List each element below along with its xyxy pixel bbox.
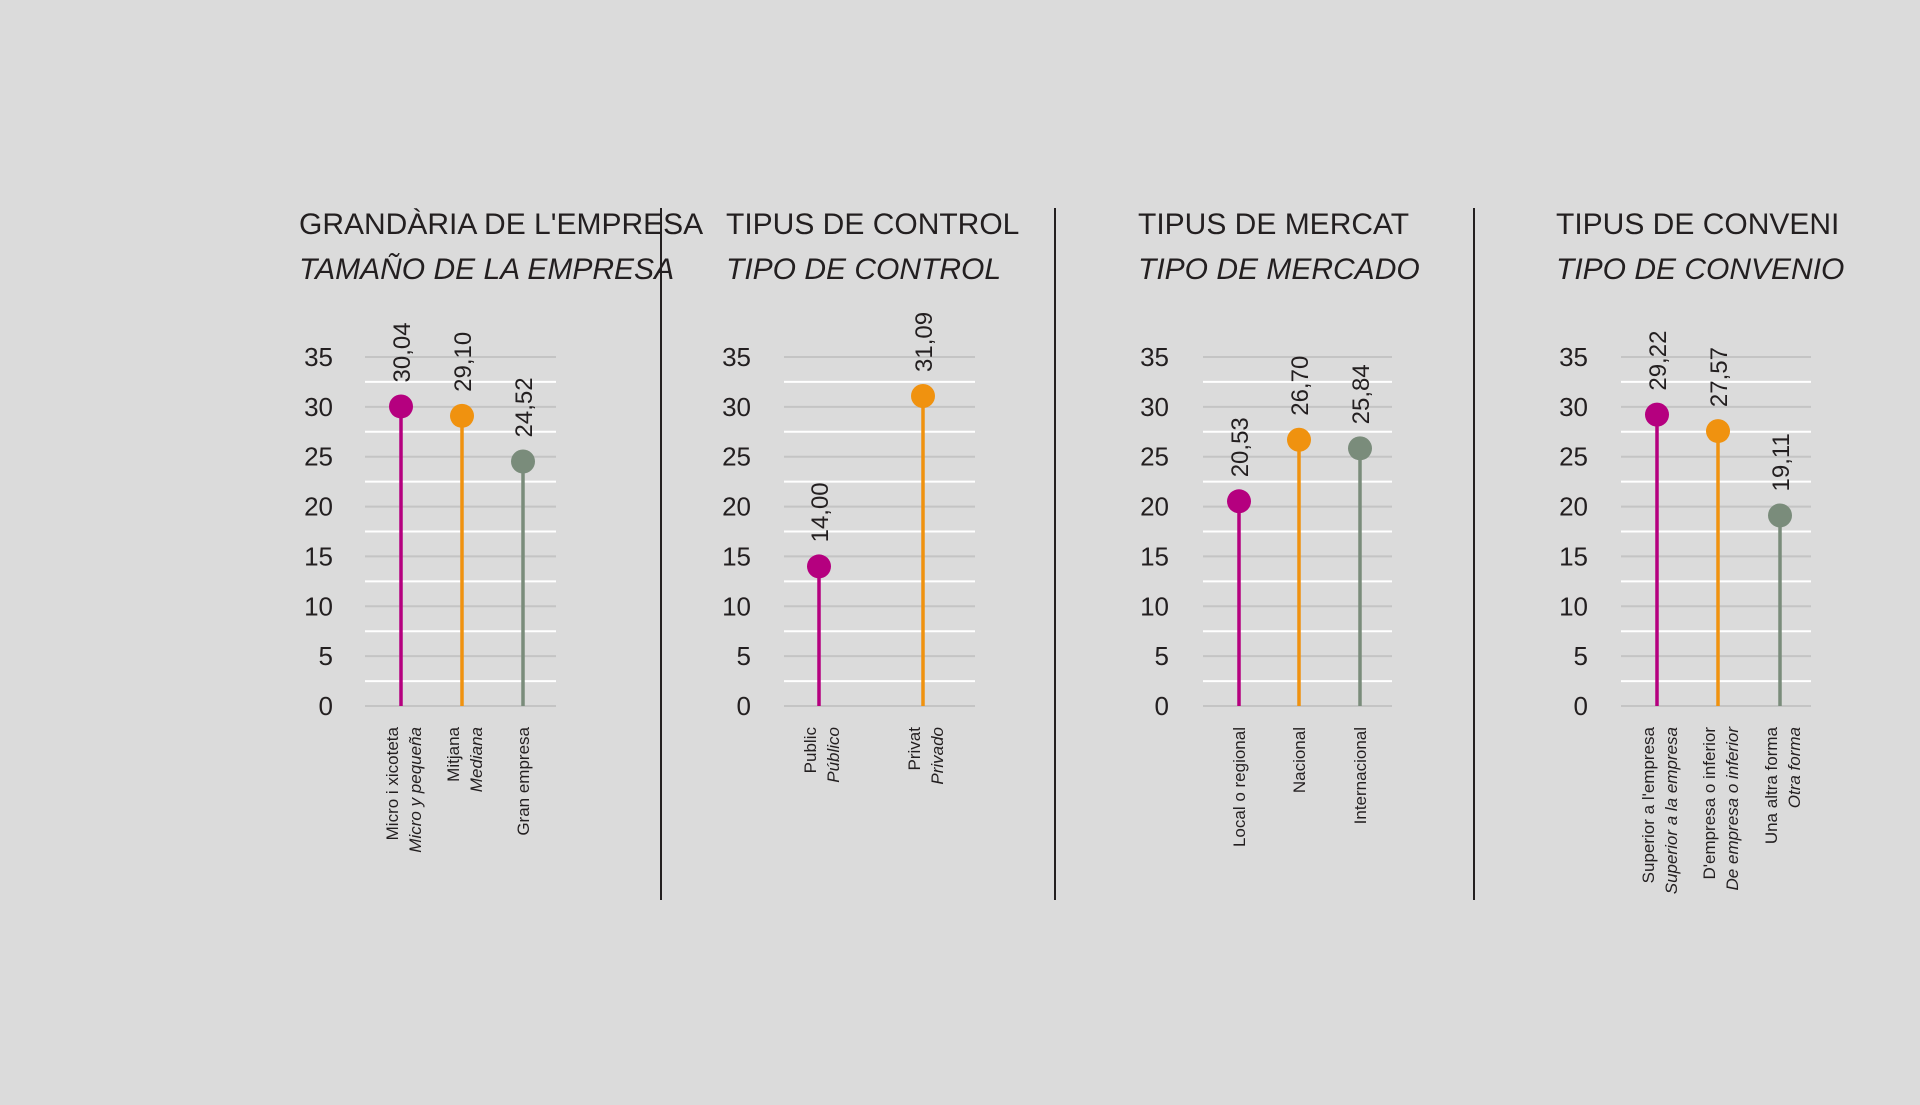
lollipop-dot <box>1227 489 1251 514</box>
category-label-es: Público <box>824 727 843 783</box>
y-tick-label: 25 <box>304 442 333 472</box>
category-label-es: Privado <box>928 727 947 785</box>
y-tick-label: 0 <box>737 691 751 721</box>
value-label: 14,00 <box>807 482 834 542</box>
chart-title: GRANDÀRIA DE L'EMPRESA <box>299 208 703 241</box>
lollipop-dot <box>1348 436 1372 461</box>
value-label: 29,10 <box>450 332 477 392</box>
lollipop-dot <box>389 394 413 419</box>
y-tick-label: 10 <box>304 591 333 621</box>
y-tick-label: 0 <box>1155 691 1169 721</box>
y-tick-label: 35 <box>304 342 333 372</box>
chart-subtitle: TIPO DE MERCADO <box>1138 253 1420 286</box>
value-label: 26,70 <box>1287 356 1314 416</box>
category-label: Una altra forma <box>1762 726 1781 844</box>
chart-subtitle: TAMAÑO DE LA EMPRESA <box>299 252 674 286</box>
category-label-es: Micro y pequeña <box>406 727 425 853</box>
category-label: Internacional <box>1351 727 1370 824</box>
y-tick-label: 20 <box>1559 492 1588 522</box>
y-tick-label: 30 <box>1559 392 1588 422</box>
category-label: Micro i xicoteta <box>383 726 402 840</box>
value-label: 30,04 <box>389 322 416 382</box>
category-label: Public <box>801 727 820 774</box>
y-tick-label: 15 <box>1140 541 1169 571</box>
y-tick-label: 15 <box>1559 541 1588 571</box>
value-label: 25,84 <box>1348 364 1375 424</box>
y-tick-label: 25 <box>1559 442 1588 472</box>
y-tick-label: 35 <box>1140 342 1169 372</box>
chart-title: TIPUS DE MERCAT <box>1138 208 1409 241</box>
category-label: Gran empresa <box>514 726 533 835</box>
lollipop-dot <box>450 403 474 428</box>
lollipop-dot <box>1645 402 1669 427</box>
y-tick-label: 5 <box>1574 641 1588 671</box>
y-tick-label: 20 <box>304 492 333 522</box>
chart-title: TIPUS DE CONTROL <box>726 208 1019 241</box>
category-label: Superior a l'empresa <box>1639 726 1658 883</box>
y-tick-label: 5 <box>319 641 333 671</box>
lollipop-dot <box>911 383 935 408</box>
category-label-es: Mediana <box>467 727 486 792</box>
value-label: 24,52 <box>511 377 538 437</box>
category-label: Nacional <box>1290 727 1309 793</box>
y-tick-label: 5 <box>1155 641 1169 671</box>
y-tick-label: 15 <box>304 541 333 571</box>
category-label-es: Superior a la empresa <box>1662 727 1681 894</box>
value-label: 19,11 <box>1768 433 1795 491</box>
y-tick-label: 10 <box>1140 591 1169 621</box>
y-tick-label: 20 <box>722 492 751 522</box>
y-tick-label: 25 <box>1140 442 1169 472</box>
lollipop-dot <box>1768 503 1792 528</box>
value-label: 27,57 <box>1706 347 1733 407</box>
y-tick-label: 0 <box>1574 691 1588 721</box>
category-label: D'empresa o inferior <box>1700 727 1719 880</box>
y-tick-label: 20 <box>1140 492 1169 522</box>
y-tick-label: 35 <box>1559 342 1588 372</box>
value-label: 20,53 <box>1227 417 1254 477</box>
lollipop-dot <box>1287 427 1311 452</box>
y-tick-label: 30 <box>722 392 751 422</box>
lollipop-dot <box>807 554 831 579</box>
category-label-es: De empresa o inferior <box>1723 726 1742 891</box>
y-tick-label: 30 <box>304 392 333 422</box>
lollipop-dot <box>511 449 535 474</box>
value-label: 31,09 <box>911 312 938 372</box>
y-tick-label: 30 <box>1140 392 1169 422</box>
category-label-es: Otra forma <box>1785 727 1804 808</box>
y-tick-label: 10 <box>722 591 751 621</box>
category-label: Mitjana <box>444 726 463 781</box>
y-tick-label: 0 <box>319 691 333 721</box>
category-label: Privat <box>905 727 924 771</box>
y-tick-label: 10 <box>1559 591 1588 621</box>
chart-title: TIPUS DE CONVENI <box>1556 208 1839 241</box>
chart-subtitle: TIPO DE CONVENIO <box>1556 253 1844 286</box>
y-tick-label: 5 <box>737 641 751 671</box>
value-label: 29,22 <box>1645 331 1672 391</box>
y-tick-label: 35 <box>722 342 751 372</box>
chart-subtitle: TIPO DE CONTROL <box>726 253 1001 286</box>
y-tick-label: 25 <box>722 442 751 472</box>
y-tick-label: 15 <box>722 541 751 571</box>
category-label: Local o regional <box>1230 727 1249 847</box>
lollipop-dot <box>1706 419 1730 444</box>
